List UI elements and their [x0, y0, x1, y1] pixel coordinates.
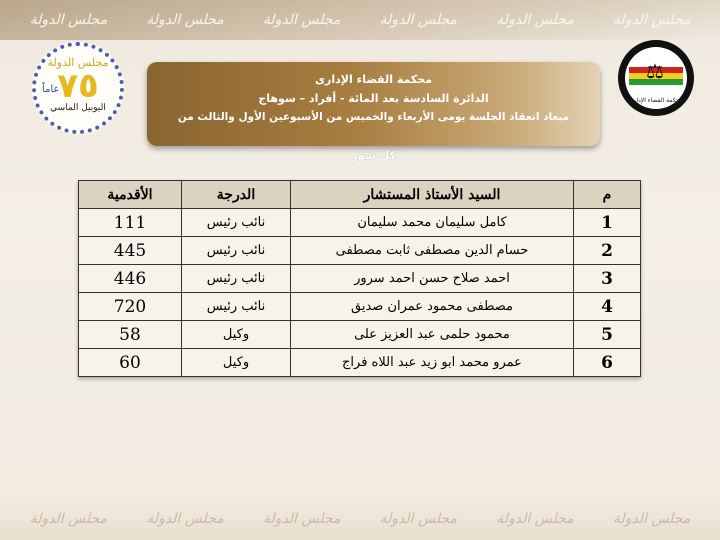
row-name: محمود حلمى عبد العزيز على — [290, 320, 574, 349]
col-number: م — [573, 180, 641, 209]
logo-bottom-text: اليوبيل الماسي — [50, 103, 106, 113]
top-watermark-banner: مجلس الدولة مجلس الدولة مجلس الدولة مجلس ال… — [0, 0, 720, 40]
watermark-text: مجلس الدولة — [379, 12, 458, 28]
row-grade: نائب رئيس — [181, 236, 291, 265]
judges-table: م السيد الأستاذ المستشار الدرجة الأقدمية… — [78, 180, 641, 377]
table-header-row: م السيد الأستاذ المستشار الدرجة الأقدمية — [78, 180, 641, 209]
row-seniority: 60 — [78, 348, 182, 377]
logo-red-stripe — [629, 67, 683, 73]
row-name: حسام الدين مصطفى ثابت مصطفى — [290, 236, 574, 265]
circuit-title: الدائرة السادسة بعد المائة - أفراد – سوه… — [258, 92, 489, 105]
row-seniority: 446 — [78, 264, 182, 293]
watermark-text: مجلس الدولة — [146, 511, 224, 527]
row-name: عمرو محمد ابو زيد عبد اللاه فراج — [290, 348, 574, 377]
watermark-text: مجلس الدولة — [496, 12, 574, 28]
diamond-jubilee-logo: مجلس الدولة ٧٥ عاماً اليوبيل الماسي — [32, 42, 124, 134]
administrative-court-logo: ⚖ محكمة القضاء الإدارى — [618, 40, 694, 116]
row-number: 4 — [573, 292, 641, 321]
session-schedule-cont: كل شهر — [351, 149, 396, 162]
court-title: محكمة القضاء الإدارى — [314, 73, 433, 86]
table-row: 4 مصطفى محمود عمران صديق نائب رئيس 720 — [78, 292, 641, 321]
logo-number: ٧٥ — [57, 66, 99, 106]
watermark-text: مجلس الدولة — [379, 511, 458, 527]
watermark-text: مجلس الدولة — [29, 12, 108, 28]
row-grade: نائب رئيس — [181, 292, 291, 321]
row-grade: وكيل — [181, 320, 291, 349]
row-grade: وكيل — [181, 348, 291, 377]
row-seniority: 111 — [78, 208, 182, 237]
row-number: 3 — [573, 264, 641, 293]
row-grade: نائب رئيس — [181, 208, 291, 237]
table-row: 1 كامل سليمان محمد سليمان نائب رئيس 111 — [78, 208, 641, 237]
table-row: 6 عمرو محمد ابو زيد عبد اللاه فراج وكيل 60 — [78, 348, 641, 377]
bottom-watermark-banner: مجلس الدولة مجلس الدولة مجلس الدولة مجلس ال… — [0, 498, 720, 540]
page-header: محكمة القضاء الإدارى الدائرة السادسة بعد… — [147, 62, 600, 162]
table-row: 5 محمود حلمى عبد العزيز على وكيل 58 — [78, 320, 641, 349]
watermark-text: مجلس الدولة — [612, 12, 691, 28]
logo-top-text: مجلس الدولة — [47, 56, 109, 69]
table-row: 3 احمد صلاح حسن احمد سرور نائب رئيس 446 — [78, 264, 641, 293]
watermark-text: مجلس الدولة — [29, 511, 108, 527]
row-seniority: 58 — [78, 320, 182, 349]
logo-caption: محكمة القضاء الإدارى — [628, 97, 684, 104]
row-name: مصطفى محمود عمران صديق — [290, 292, 574, 321]
logo-green-stripe — [629, 79, 683, 85]
watermark-text: مجلس الدولة — [262, 511, 341, 527]
watermark-text: مجلس الدولة — [146, 12, 224, 28]
row-name: احمد صلاح حسن احمد سرور — [290, 264, 574, 293]
row-seniority: 720 — [78, 292, 182, 321]
row-number: 2 — [573, 236, 641, 265]
col-seniority: الأقدمية — [78, 180, 182, 209]
watermark-text: مجلس الدولة — [262, 12, 341, 28]
session-schedule: ميعاد انعقاد الجلسة يومى الأربعاء والخمي… — [177, 111, 570, 123]
row-number: 1 — [573, 208, 641, 237]
row-name: كامل سليمان محمد سليمان — [290, 208, 574, 237]
table-row: 2 حسام الدين مصطفى ثابت مصطفى نائب رئيس 445 — [78, 236, 641, 265]
col-name: السيد الأستاذ المستشار — [290, 180, 574, 209]
watermark-text: مجلس الدولة — [496, 511, 574, 527]
logo-yellow-stripe — [629, 73, 683, 79]
scales-icon: ⚖ — [646, 59, 664, 83]
col-grade: الدرجة — [181, 180, 291, 209]
row-number: 5 — [573, 320, 641, 349]
row-number: 6 — [573, 348, 641, 377]
watermark-text: مجلس الدولة — [612, 511, 691, 527]
logo-years-text: عاماً — [42, 84, 60, 95]
row-seniority: 445 — [78, 236, 182, 265]
row-grade: نائب رئيس — [181, 264, 291, 293]
